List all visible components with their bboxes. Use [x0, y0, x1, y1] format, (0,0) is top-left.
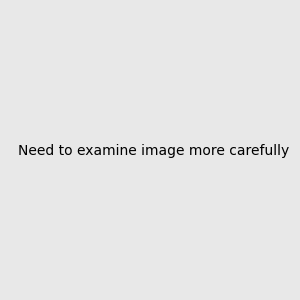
Text: Need to examine image more carefully: Need to examine image more carefully — [18, 145, 290, 158]
